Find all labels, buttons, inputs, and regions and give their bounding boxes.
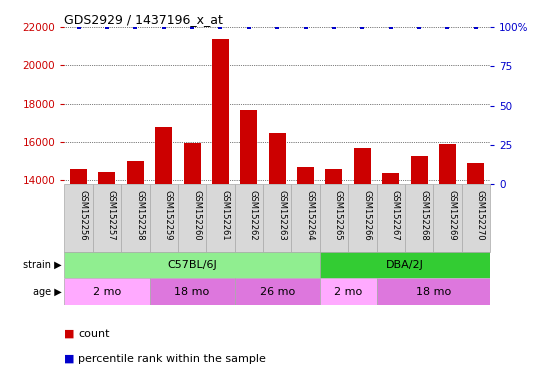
Bar: [320, 278, 376, 305]
Text: ■: ■: [64, 354, 75, 364]
Text: count: count: [78, 329, 110, 339]
Point: [443, 24, 452, 30]
Text: GDS2929 / 1437196_x_at: GDS2929 / 1437196_x_at: [64, 13, 223, 26]
Bar: [467, 163, 484, 384]
Point: [131, 24, 140, 30]
Point: [74, 24, 83, 30]
Text: strain ▶: strain ▶: [23, 260, 62, 270]
Text: GSM152263: GSM152263: [277, 190, 286, 240]
Bar: [376, 184, 405, 252]
Text: C57BL/6J: C57BL/6J: [167, 260, 217, 270]
Bar: [235, 184, 263, 252]
Bar: [206, 184, 235, 252]
Point: [301, 24, 310, 30]
Bar: [461, 184, 490, 252]
Text: GSM152262: GSM152262: [249, 190, 258, 240]
Bar: [263, 184, 291, 252]
Bar: [433, 184, 461, 252]
Text: 2 mo: 2 mo: [334, 287, 362, 297]
Bar: [99, 172, 115, 384]
Text: GSM152256: GSM152256: [78, 190, 87, 240]
Bar: [410, 156, 428, 384]
Bar: [70, 169, 87, 384]
Bar: [93, 184, 121, 252]
Point: [472, 24, 480, 30]
Bar: [291, 184, 320, 252]
Bar: [235, 278, 320, 305]
Text: 18 mo: 18 mo: [416, 287, 451, 297]
Text: GSM152257: GSM152257: [107, 190, 116, 240]
Text: GSM152264: GSM152264: [306, 190, 315, 240]
Point: [102, 24, 111, 30]
Bar: [348, 184, 376, 252]
Text: 26 mo: 26 mo: [260, 287, 295, 297]
Text: DBA/2J: DBA/2J: [386, 260, 424, 270]
Text: GSM152259: GSM152259: [164, 190, 172, 240]
Bar: [354, 148, 371, 384]
Bar: [178, 184, 206, 252]
Bar: [64, 278, 150, 305]
Point: [329, 24, 338, 30]
Bar: [405, 184, 433, 252]
Text: 18 mo: 18 mo: [175, 287, 209, 297]
Bar: [325, 169, 343, 384]
Text: ■: ■: [64, 329, 75, 339]
Text: percentile rank within the sample: percentile rank within the sample: [78, 354, 266, 364]
Text: age ▶: age ▶: [33, 287, 62, 297]
Text: GSM152258: GSM152258: [136, 190, 144, 240]
Bar: [64, 252, 320, 278]
Text: GSM152261: GSM152261: [221, 190, 230, 240]
Bar: [121, 184, 150, 252]
Bar: [150, 278, 235, 305]
Bar: [212, 40, 229, 384]
Point: [358, 24, 367, 30]
Bar: [155, 127, 172, 384]
Bar: [297, 167, 314, 384]
Text: 2 mo: 2 mo: [93, 287, 121, 297]
Text: GSM152267: GSM152267: [391, 190, 400, 240]
Text: GSM152269: GSM152269: [447, 190, 456, 240]
Text: GSM152266: GSM152266: [362, 190, 371, 240]
Bar: [320, 184, 348, 252]
Bar: [320, 252, 490, 278]
Bar: [127, 161, 144, 384]
Point: [244, 24, 253, 30]
Point: [216, 24, 225, 30]
Bar: [376, 278, 490, 305]
Bar: [150, 184, 178, 252]
Text: GSM152270: GSM152270: [476, 190, 485, 240]
Bar: [382, 173, 399, 384]
Bar: [184, 143, 200, 384]
Point: [414, 24, 423, 30]
Text: GSM152265: GSM152265: [334, 190, 343, 240]
Bar: [240, 111, 258, 384]
Point: [386, 24, 395, 30]
Point: [188, 24, 197, 30]
Bar: [439, 144, 456, 384]
Text: GSM152268: GSM152268: [419, 190, 428, 240]
Text: GSM152260: GSM152260: [192, 190, 201, 240]
Point: [159, 24, 168, 30]
Bar: [269, 134, 286, 384]
Bar: [64, 184, 93, 252]
Point: [273, 24, 282, 30]
